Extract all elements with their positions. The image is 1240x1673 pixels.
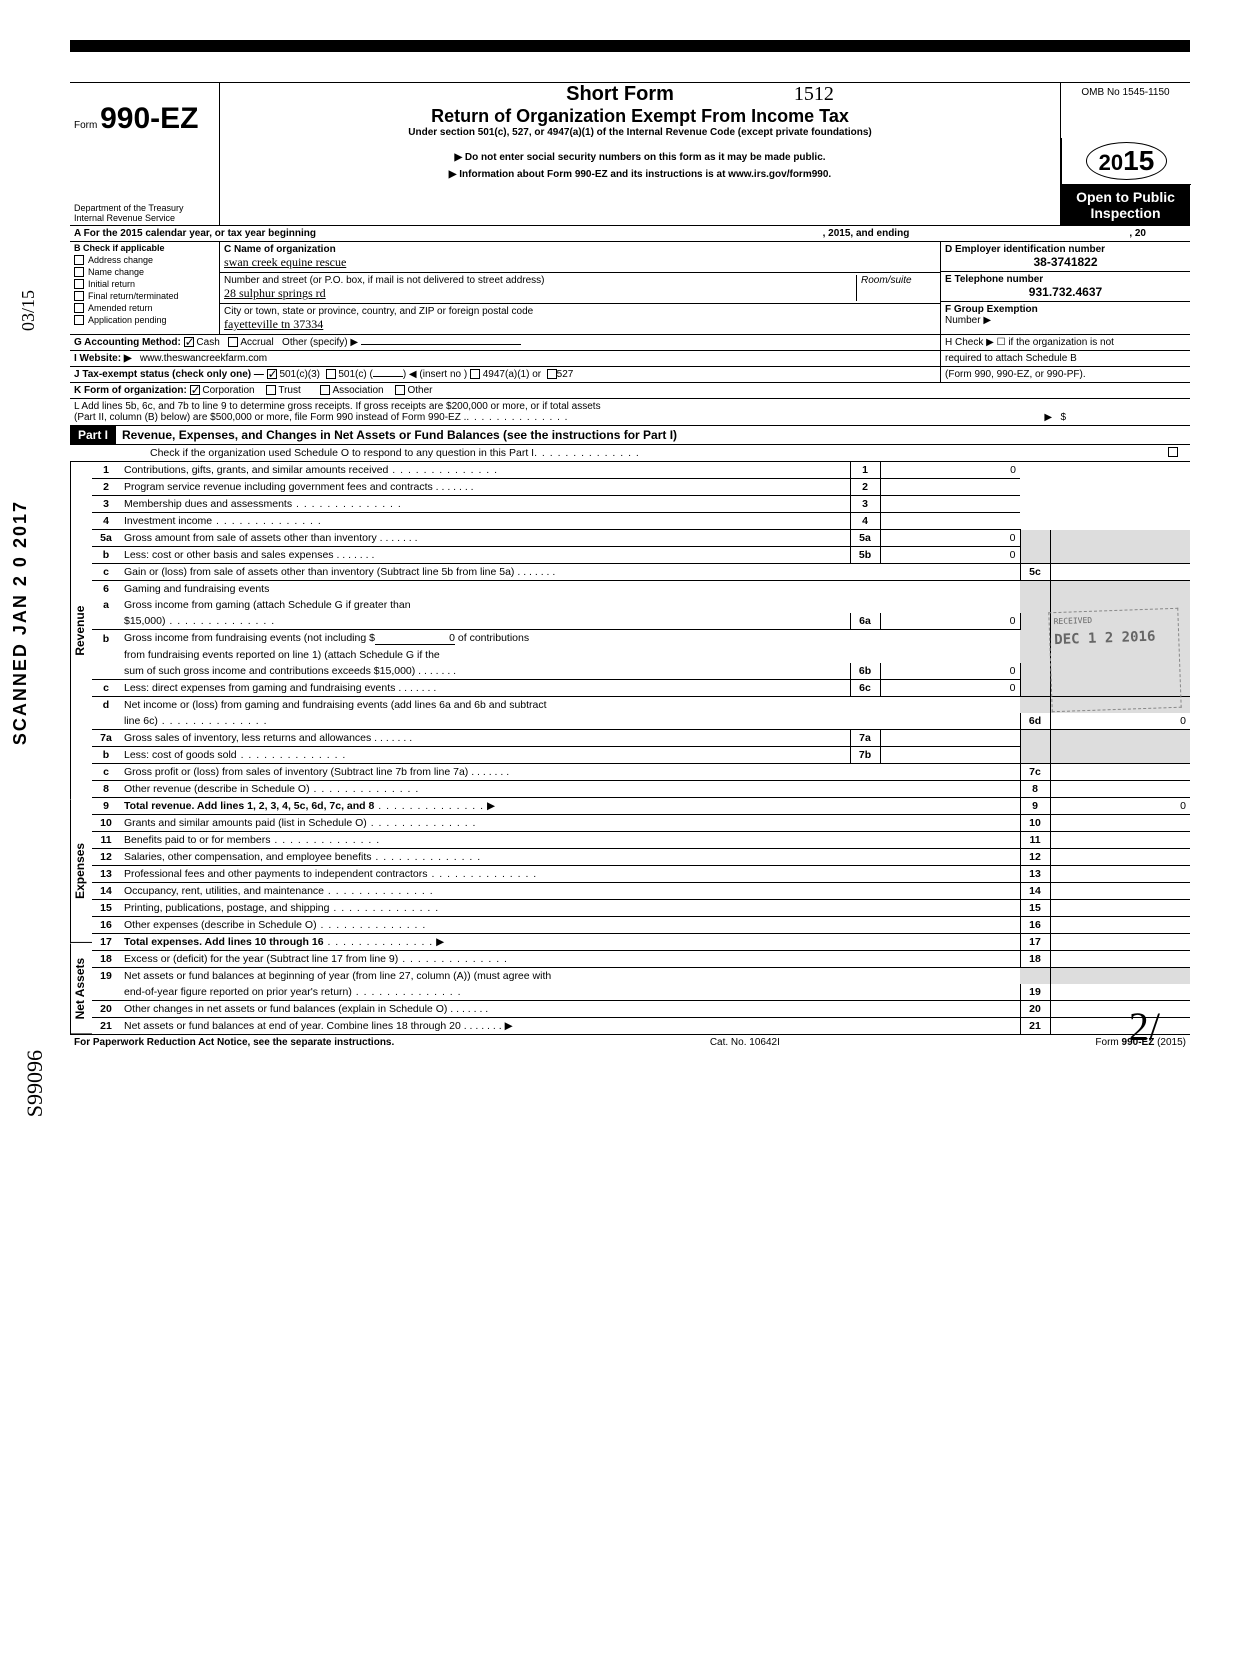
chk-application-pending[interactable]: Application pending bbox=[70, 314, 219, 326]
form-number: 990-EZ bbox=[100, 102, 198, 135]
line-19: 19Net assets or fund balances at beginni… bbox=[92, 968, 1190, 985]
line-6c: cLess: direct expenses from gaming and f… bbox=[92, 680, 1190, 697]
part1-check-label: Check if the organization used Schedule … bbox=[150, 447, 534, 459]
line-7c: cGross profit or (loss) from sales of in… bbox=[92, 764, 1190, 781]
form-prefix: Form bbox=[74, 120, 97, 131]
h-label3: (Form 990, 990-EZ, or 990-PF). bbox=[940, 367, 1190, 382]
line-1: 1Contributions, gifts, grants, and simil… bbox=[92, 462, 1190, 479]
line-14: 14Occupancy, rent, utilities, and mainte… bbox=[92, 883, 1190, 900]
e-label: E Telephone number bbox=[945, 274, 1043, 285]
website-value: www.theswancreekfarm.com bbox=[140, 353, 267, 364]
title-under-section: Under section 501(c), 527, or 4947(a)(1)… bbox=[228, 127, 1052, 138]
chk-amended-return[interactable]: Amended return bbox=[70, 302, 219, 314]
b-label: B Check if applicable bbox=[70, 242, 219, 254]
i-label: I Website: ▶ bbox=[74, 353, 132, 364]
scanned-stamp: SCANNED JAN 2 0 2017 bbox=[10, 500, 31, 745]
received-stamp: RECEIVED DEC 1 2 2016 bbox=[1048, 608, 1181, 712]
chk-cash[interactable] bbox=[184, 337, 194, 347]
h-label2: required to attach Schedule B bbox=[940, 351, 1190, 366]
line-5c: cGain or (loss) from sale of assets othe… bbox=[92, 564, 1190, 581]
chk-corporation[interactable] bbox=[190, 385, 200, 395]
line-10: 10Grants and similar amounts paid (list … bbox=[92, 815, 1190, 832]
line-6b: bGross income from fundraising events (n… bbox=[92, 630, 1190, 648]
handwritten-1512: 1512 bbox=[794, 83, 834, 106]
line-11: 11Benefits paid to or for members11 bbox=[92, 832, 1190, 849]
line-4: 4Investment income4 bbox=[92, 513, 1190, 530]
line-2: 2Program service revenue including gover… bbox=[92, 479, 1190, 496]
chk-final-return[interactable]: Final return/terminated bbox=[70, 290, 219, 302]
l-label: L Add lines 5b, 6c, and 7b to line 9 to … bbox=[74, 401, 1186, 412]
h-label: H Check ▶ ☐ if the organization is not bbox=[945, 337, 1186, 348]
line-20: 20Other changes in net assets or fund ba… bbox=[92, 1001, 1190, 1018]
d-label: D Employer identification number bbox=[945, 244, 1105, 255]
street-value: 28 sulphur springs rd bbox=[224, 286, 326, 300]
line-18: 18Excess or (deficit) for the year (Subt… bbox=[92, 951, 1190, 968]
sidebar-netassets: Net Assets bbox=[70, 943, 92, 1034]
city-label: City or town, state or province, country… bbox=[224, 306, 533, 317]
top-black-bar bbox=[70, 40, 1190, 52]
info-link: ▶ Information about Form 990-EZ and its … bbox=[228, 169, 1052, 180]
line-8: 8Other revenue (describe in Schedule O)8 bbox=[92, 781, 1190, 798]
ssn-warning: ▶ Do not enter social security numbers o… bbox=[228, 152, 1052, 163]
chk-schedule-o[interactable] bbox=[1168, 447, 1178, 457]
dept-treasury: Department of the Treasury bbox=[74, 203, 215, 213]
room-suite-label: Room/suite bbox=[856, 275, 936, 301]
org-name: swan creek equine rescue bbox=[224, 255, 346, 269]
line-3: 3Membership dues and assessments3 bbox=[92, 496, 1190, 513]
chk-initial-return[interactable]: Initial return bbox=[70, 278, 219, 290]
sidebar-expenses: Expenses bbox=[70, 800, 92, 943]
line-7a: 7aGross sales of inventory, less returns… bbox=[92, 730, 1190, 747]
part1-label: Part I bbox=[70, 426, 116, 444]
row-a-calendar-year: A For the 2015 calendar year, or tax yea… bbox=[70, 226, 1190, 242]
handwritten-top-margin: 03/15 bbox=[18, 290, 39, 331]
city-value: fayetteville tn 37334 bbox=[224, 317, 323, 331]
chk-501c[interactable] bbox=[326, 369, 336, 379]
sidebar-revenue: Revenue bbox=[70, 462, 92, 800]
footer-cat-no: Cat. No. 10642I bbox=[710, 1037, 780, 1048]
line-6: 6Gaming and fundraising events bbox=[92, 581, 1190, 598]
title-return: Return of Organization Exempt From Incom… bbox=[228, 106, 1052, 127]
line-13: 13Professional fees and other payments t… bbox=[92, 866, 1190, 883]
chk-527[interactable] bbox=[547, 369, 557, 379]
part1-title: Revenue, Expenses, and Changes in Net As… bbox=[116, 426, 683, 444]
l-label2: (Part II, column (B) below) are $500,000… bbox=[74, 412, 466, 423]
chk-4947[interactable] bbox=[470, 369, 480, 379]
footer-paperwork: For Paperwork Reduction Act Notice, see … bbox=[74, 1037, 394, 1048]
line-12: 12Salaries, other compensation, and empl… bbox=[92, 849, 1190, 866]
chk-name-change[interactable]: Name change bbox=[70, 266, 219, 278]
open-public-box: Open to Public Inspection bbox=[1061, 185, 1190, 225]
handwritten-page-number: 2/ bbox=[1129, 1003, 1160, 1050]
k-label: K Form of organization: bbox=[74, 385, 187, 396]
handwritten-vertical: S99096 bbox=[22, 1050, 48, 1117]
line-15: 15Printing, publications, postage, and s… bbox=[92, 900, 1190, 917]
omb-number: OMB No 1545-1150 bbox=[1060, 83, 1190, 138]
chk-other-org[interactable] bbox=[395, 385, 405, 395]
line-21: 21Net assets or fund balances at end of … bbox=[92, 1018, 1190, 1035]
g-label: G Accounting Method: bbox=[74, 337, 181, 348]
title-short-form: Short Form bbox=[566, 83, 674, 106]
chk-address-change[interactable]: Address change bbox=[70, 254, 219, 266]
chk-association[interactable] bbox=[320, 385, 330, 395]
tax-year: 2015 bbox=[1086, 142, 1168, 180]
line-6d: dNet income or (loss) from gaming and fu… bbox=[92, 697, 1190, 714]
chk-accrual[interactable] bbox=[228, 337, 238, 347]
f-label: F Group Exemption bbox=[945, 304, 1038, 315]
street-label: Number and street (or P.O. box, if mail … bbox=[224, 275, 545, 286]
phone-value: 931.732.4637 bbox=[945, 285, 1186, 299]
f-number-label: Number ▶ bbox=[945, 315, 991, 326]
ein-value: 38-3741822 bbox=[945, 255, 1186, 269]
dept-irs: Internal Revenue Service bbox=[74, 213, 215, 223]
line-9: 9Total revenue. Add lines 1, 2, 3, 4, 5c… bbox=[92, 798, 1190, 815]
line-6a: aGross income from gaming (attach Schedu… bbox=[92, 597, 1190, 613]
line-5a: 5aGross amount from sale of assets other… bbox=[92, 530, 1190, 547]
line-17: 17Total expenses. Add lines 10 through 1… bbox=[92, 934, 1190, 951]
chk-501c3[interactable] bbox=[267, 369, 277, 379]
chk-trust[interactable] bbox=[266, 385, 276, 395]
c-label: C Name of organization bbox=[224, 244, 336, 255]
j-label: J Tax-exempt status (check only one) — bbox=[74, 369, 264, 380]
line-16: 16Other expenses (describe in Schedule O… bbox=[92, 917, 1190, 934]
